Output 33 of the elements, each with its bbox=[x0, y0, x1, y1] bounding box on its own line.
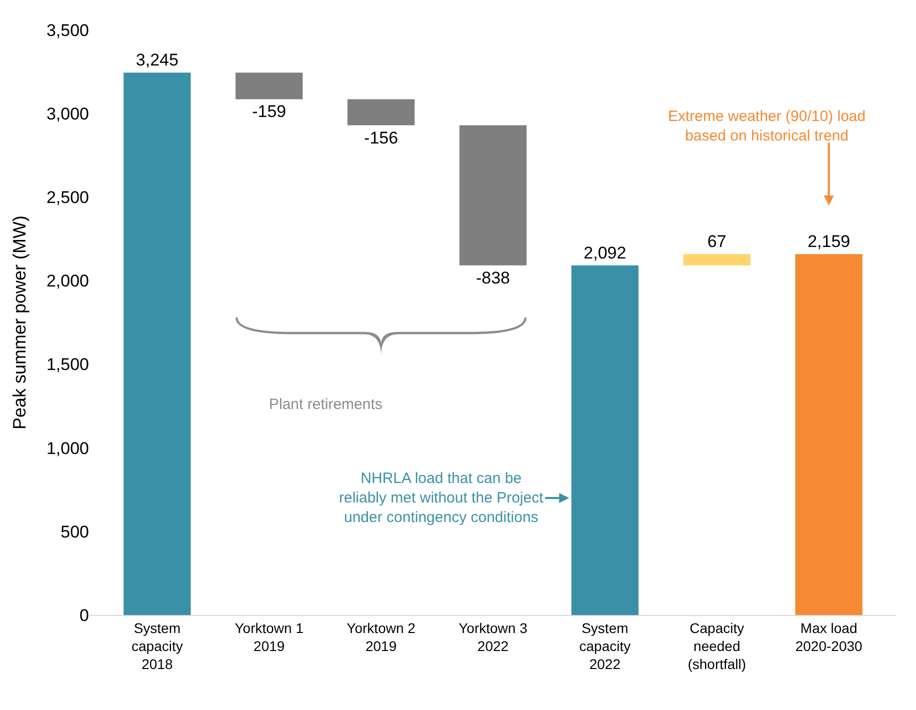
data-label: -156 bbox=[364, 128, 398, 148]
data-label: 2,092 bbox=[584, 243, 626, 262]
y-tick-label: 2,500 bbox=[46, 188, 89, 208]
data-label: -838 bbox=[476, 268, 510, 288]
x-tick-label: Yorktown 1 2019 bbox=[234, 620, 304, 654]
x-tick-label: System capacity 2022 bbox=[579, 620, 631, 672]
y-tick-label: 1,500 bbox=[46, 355, 89, 374]
data-label: 2,159 bbox=[808, 232, 850, 252]
annotation: Plant retirements bbox=[269, 396, 382, 413]
y-tick-label: 2,000 bbox=[46, 272, 89, 291]
bar bbox=[236, 72, 303, 100]
bar bbox=[571, 265, 639, 615]
y-tick-label: 1,000 bbox=[46, 438, 89, 458]
bar bbox=[683, 254, 750, 266]
x-tick-label: Yorktown 2 2019 bbox=[346, 620, 416, 654]
bar bbox=[124, 72, 191, 615]
x-tick-label: Max load 2020-2030 bbox=[795, 620, 863, 654]
y-tick-label: 3,000 bbox=[46, 104, 89, 124]
annotation: NHRLA load that can be reliably met without the Project under contingency conditions bbox=[339, 470, 544, 526]
data-label: 3,245 bbox=[136, 50, 178, 70]
x-tick-label: System capacity 2018 bbox=[131, 620, 183, 672]
y-axis-title: Peak summer power (MW) bbox=[10, 215, 30, 430]
annotation: Extreme weather (90/10) load based on historical trend bbox=[668, 108, 866, 144]
data-label: -159 bbox=[252, 102, 286, 122]
bar bbox=[347, 99, 415, 126]
data-label: 67 bbox=[707, 232, 726, 252]
y-tick-label: 500 bbox=[60, 522, 89, 542]
bar bbox=[459, 125, 527, 266]
y-tick-label: 3,500 bbox=[46, 20, 89, 40]
x-tick-label: Yorktown 3 2022 bbox=[458, 620, 528, 654]
bar bbox=[795, 254, 862, 615]
x-tick-label: Capacity needed (shortfall) bbox=[688, 620, 746, 672]
y-tick-label: 0 bbox=[80, 606, 89, 625]
